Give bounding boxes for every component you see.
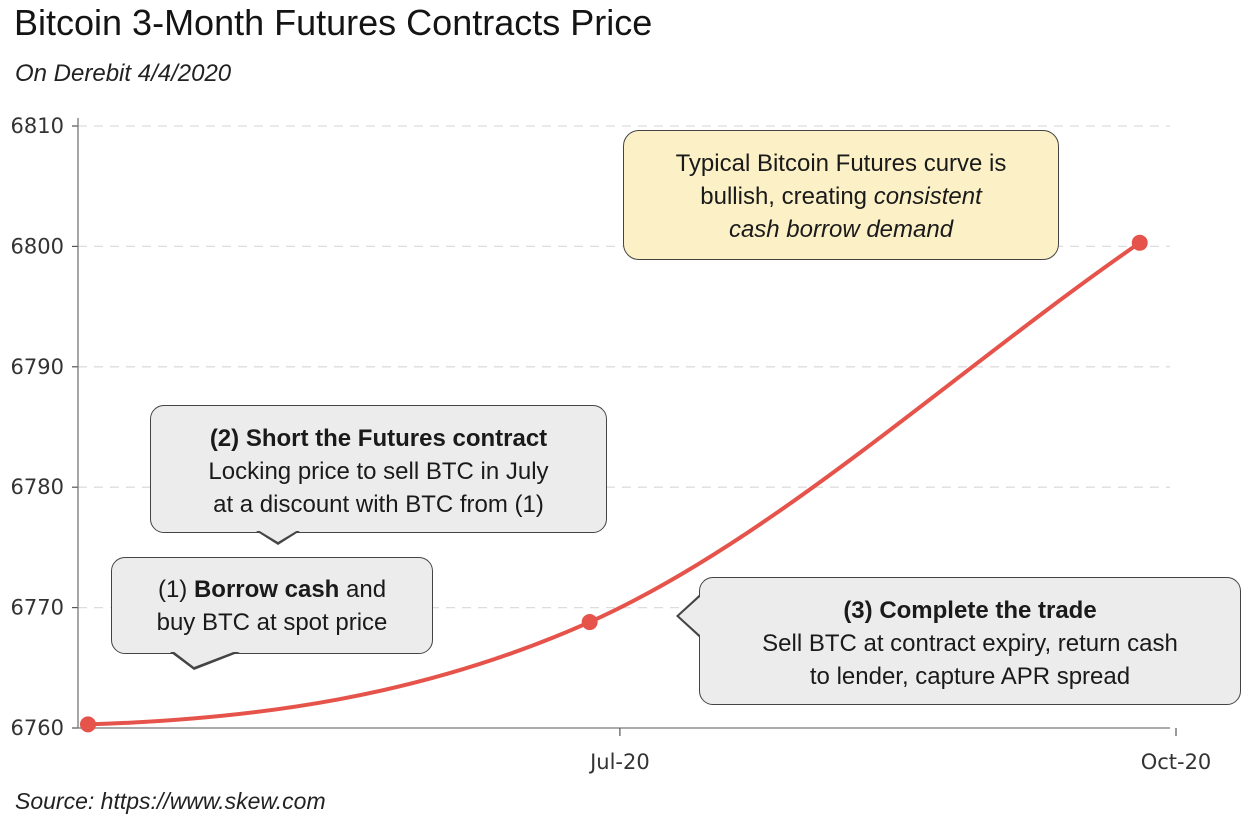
chart-title: Bitcoin 3-Month Futures Contracts Price <box>14 2 653 43</box>
data-point <box>1131 234 1148 251</box>
chart-source: Source: https://www.skew.com <box>15 788 326 814</box>
callout-complete-trade-pointer-fill <box>679 596 701 636</box>
callout-complete-trade-line3: to lender, capture APR spread <box>809 663 1131 690</box>
callout-short-futures-pointer-fill <box>258 530 298 542</box>
y-tick-label: 6800 <box>11 234 64 258</box>
series-layer <box>80 234 1148 733</box>
callout-complete-trade-heading: (3) Complete the trade <box>843 597 1097 624</box>
callout-borrow-cash-line2: buy BTC at spot price <box>156 609 388 636</box>
y-tick-label: 6810 <box>11 114 64 138</box>
y-tick-labels: 6760 6770 6780 6790 6800 6810 <box>11 114 64 740</box>
callout-curve-note-line1: Typical Bitcoin Futures curve is <box>675 150 1007 177</box>
callout-curve-note-line3: cash borrow demand <box>728 216 954 243</box>
callout-borrow-cash-bold: Borrow cash <box>193 576 340 603</box>
callout-short-futures: (2) Short the Futures contract Locking p… <box>150 405 607 533</box>
y-tick-label: 6790 <box>11 355 64 379</box>
axes <box>72 118 1177 736</box>
y-tick-label: 6780 <box>11 475 64 499</box>
callout-borrow-cash: (1) Borrow cash and buy BTC at spot pric… <box>111 557 433 654</box>
callout-borrow-cash-pointer-fill <box>173 651 236 667</box>
callout-complete-trade-line2: Sell BTC at contract expiry, return cash <box>762 630 1178 657</box>
x-tick-label: Jul-20 <box>588 750 650 774</box>
callout-curve-note: Typical Bitcoin Futures curve is bullish… <box>623 130 1059 260</box>
series-line <box>86 240 1142 727</box>
callout-short-futures-line2: Locking price to sell BTC in July <box>208 458 549 485</box>
callout-curve-note-line2-italic: consistent <box>873 183 982 210</box>
callout-complete-trade: (3) Complete the trade Sell BTC at contr… <box>699 577 1241 705</box>
callout-short-futures-line3: at a discount with BTC from (1) <box>213 491 544 518</box>
callout-borrow-cash-prefix: (1) <box>157 576 194 603</box>
x-tick-labels: Jul-20 Oct-20 <box>588 750 1211 774</box>
data-point <box>80 716 96 733</box>
y-tick-label: 6770 <box>11 596 64 620</box>
callout-curve-note-line2-plain: bullish, creating <box>700 183 874 210</box>
x-tick-label: Oct-20 <box>1141 750 1212 774</box>
y-tick-label: 6760 <box>11 716 64 740</box>
data-point <box>581 614 598 631</box>
chart-subtitle: On Derebit 4/4/2020 <box>15 60 232 87</box>
callout-borrow-cash-suffix: and <box>339 576 387 603</box>
callout-short-futures-heading: (2) Short the Futures contract <box>209 425 548 452</box>
